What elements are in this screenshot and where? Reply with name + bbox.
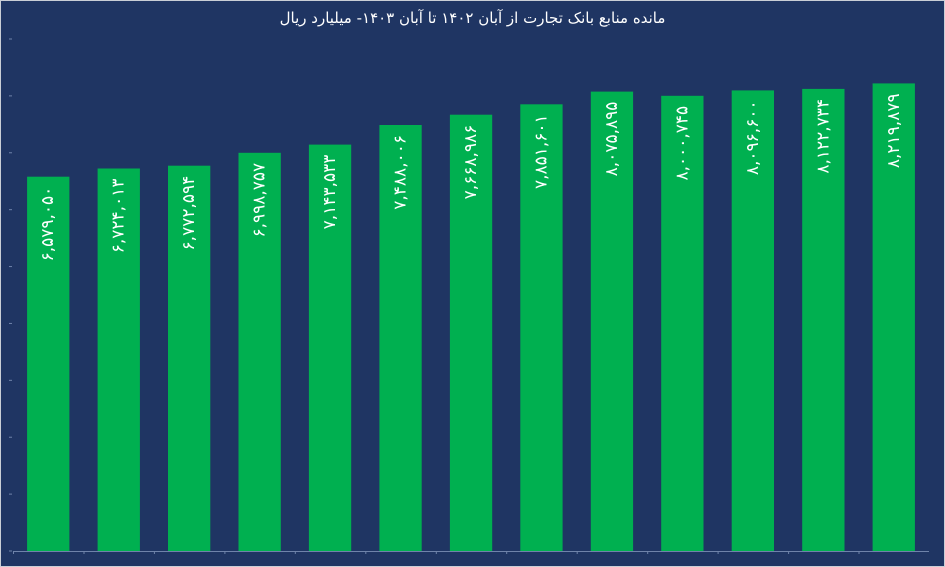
y-axis-tick <box>9 493 12 495</box>
bar-value-label: ۸,۰۷۵,۸۹۵ <box>602 102 622 177</box>
y-axis-tick <box>9 95 12 97</box>
bar-2 <box>97 168 140 551</box>
bar-3 <box>168 165 211 551</box>
bar-value-label: ۸,۰۰۰,۷۴۵ <box>672 106 692 181</box>
bar-value-label: ۶,۷۷۲,۵۹۴ <box>179 176 199 251</box>
bar-7 <box>449 114 493 551</box>
x-axis-tick <box>365 551 367 554</box>
x-axis-tick <box>83 551 85 554</box>
x-axis-tick <box>506 551 508 554</box>
y-axis-tick <box>9 152 12 154</box>
x-axis-tick <box>717 551 719 554</box>
x-axis-tick <box>435 551 437 554</box>
bar-4 <box>238 152 281 552</box>
x-axis-tick <box>224 551 226 554</box>
bar-9 <box>590 91 634 551</box>
y-axis-tick <box>9 209 12 211</box>
chart-title: مانده منابع بانک تجارت از آبان ۱۴۰۲ تا آ… <box>279 9 666 27</box>
bar-value-label: ۶,۵۷۹,۰۵۰ <box>38 187 58 262</box>
x-axis-tick <box>294 551 296 554</box>
y-axis-tick <box>9 266 12 268</box>
x-axis-tick <box>647 551 649 554</box>
bar-value-label: ۶,۷۲۴,۰۱۳ <box>109 179 129 254</box>
y-axis-tick <box>9 322 12 324</box>
bar-5 <box>308 144 352 551</box>
bar-12 <box>802 88 845 552</box>
y-axis-tick <box>9 550 12 552</box>
x-axis-tick <box>576 551 578 554</box>
bar-value-label: ۸,۰۹۶,۶۰۰ <box>743 100 763 175</box>
bar-value-label: ۸,۱۲۲,۷۳۴ <box>813 99 833 174</box>
bar-value-label: ۷,۱۴۳,۵۳۳ <box>320 155 340 230</box>
x-axis-tick <box>858 551 860 554</box>
y-axis-tick <box>9 436 12 438</box>
bar-10 <box>661 95 704 552</box>
y-axis-tick <box>9 38 12 40</box>
bar-value-label: ۸,۲۱۹,۸۷۹ <box>884 93 904 168</box>
bar-value-label: ۷,۶۶۸,۹۸۶ <box>461 125 481 200</box>
bar-8 <box>520 104 563 552</box>
bar-13 <box>872 83 915 552</box>
x-axis-tick <box>153 551 155 554</box>
bar-11 <box>731 90 774 552</box>
y-axis-tick <box>9 379 12 381</box>
x-axis-tick <box>788 551 790 554</box>
bar-value-label: ۶,۹۹۸,۷۵۷ <box>250 163 270 238</box>
bar-value-label: ۷,۸۵۱,۶۰۱ <box>532 114 552 189</box>
bar-6 <box>379 125 422 551</box>
x-axis-tick <box>13 551 14 554</box>
bar-1 <box>27 176 70 551</box>
bar-value-label: ۷,۴۸۸,۰۰۶ <box>391 135 411 210</box>
